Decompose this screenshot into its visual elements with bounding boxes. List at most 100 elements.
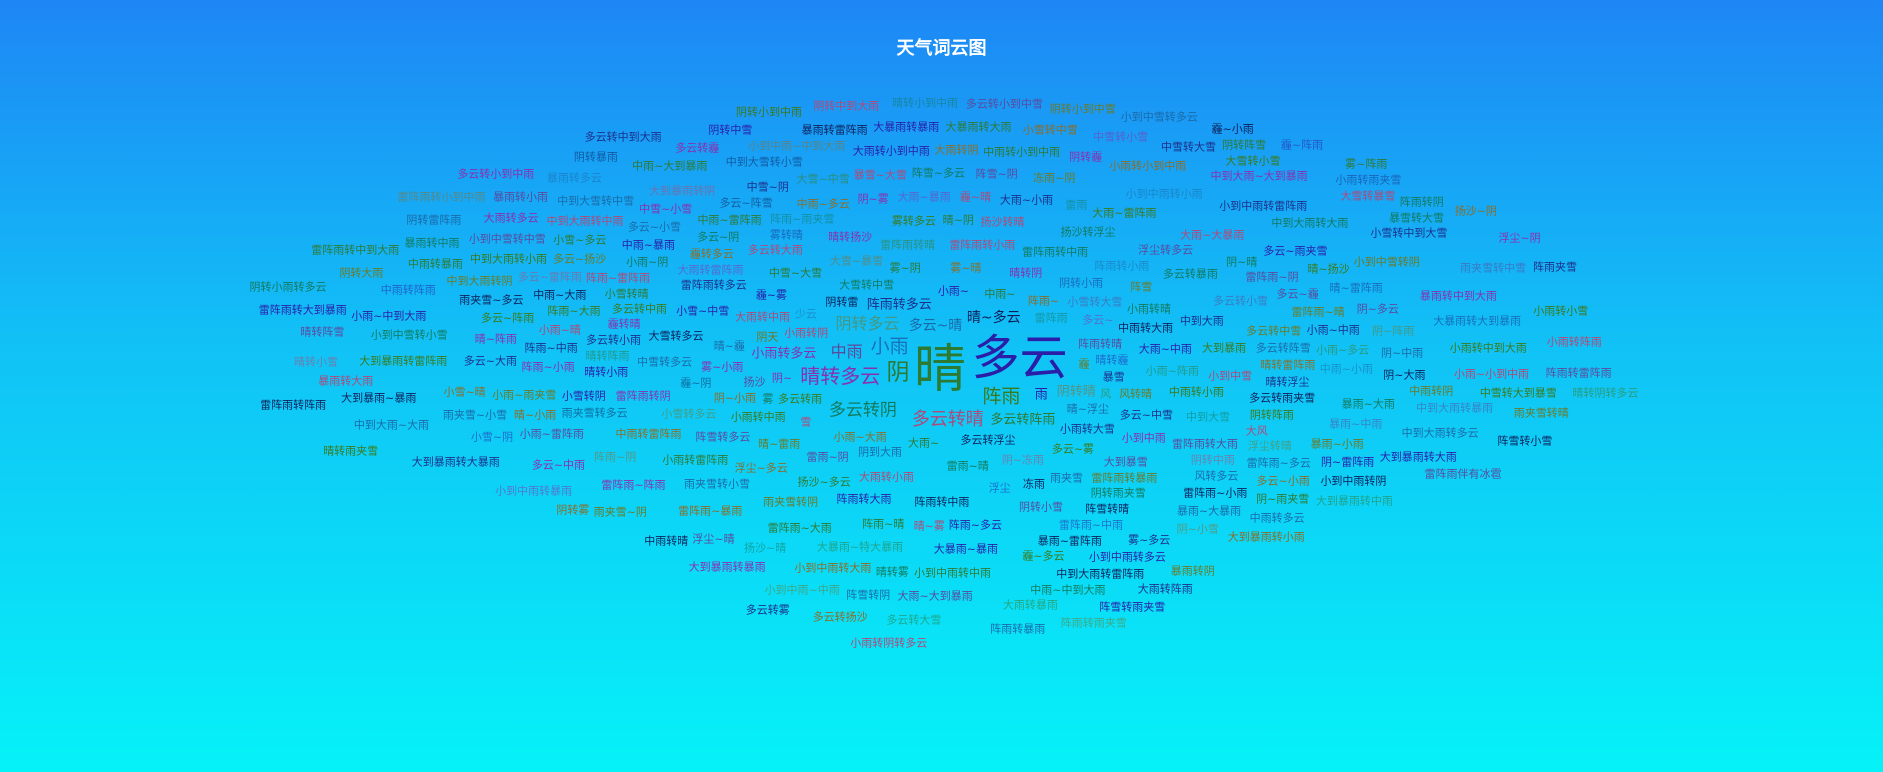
word-cloud-term: 阵雨转阴 — [1399, 195, 1444, 209]
word-cloud-term: 晴转小到中雨 — [892, 96, 959, 110]
word-cloud-term: 多云转小到中雪 — [965, 97, 1043, 111]
word-cloud-term: 小到中雨~中到大雨 — [748, 139, 846, 153]
word-cloud-term: 小到中雨转阴 — [1320, 474, 1387, 488]
word-cloud-term: 阴转小雪 — [1018, 500, 1063, 514]
word-cloud-term: 中雪~小雪 — [639, 202, 693, 216]
word-cloud-term: 大雨~雷阵雨 — [1092, 206, 1157, 220]
word-cloud-term: 小雨~晴 — [538, 323, 581, 337]
word-cloud-term: 大到暴雨转大雨 — [1379, 450, 1457, 464]
word-cloud-term: 扬沙~晴 — [744, 541, 787, 555]
word-cloud-term: 雷阵雨~多云 — [1246, 456, 1311, 470]
word-cloud-term: 阴转小雨 — [1059, 276, 1104, 290]
word-cloud-term: 浮尘转多云 — [1138, 243, 1194, 257]
word-cloud-term: 多云~中雪 — [1119, 408, 1174, 422]
word-cloud-term: 雷阵雨 — [1034, 311, 1068, 325]
word-cloud-term: 雷阵雨~中雨 — [1058, 518, 1124, 532]
word-cloud-term: 晴~霾 — [713, 339, 745, 353]
word-cloud-term: 雨夹雪转晴 — [1513, 406, 1569, 420]
word-cloud-term: 大风 — [1245, 424, 1268, 438]
word-cloud-term: 阵雨~ — [1027, 294, 1060, 308]
word-cloud-term: 雾 — [762, 392, 774, 406]
word-cloud-term: 中雨转小雨 — [1168, 385, 1224, 399]
word-cloud-term: 霾转多云 — [689, 247, 734, 261]
word-cloud-term: 雷阵雨~阴 — [1245, 270, 1299, 284]
word-cloud-term: 小到中雨转多云 — [1088, 550, 1166, 564]
word-cloud-term: 阵雨转雷阵雨 — [1545, 366, 1612, 380]
word-cloud-term: 阵雨~阴 — [593, 450, 637, 464]
word-cloud-term: 雨夹雪~多云 — [459, 293, 524, 307]
word-cloud-term: 多云~小雪 — [627, 220, 682, 234]
word-cloud-term: 多云转中雪 — [1246, 324, 1302, 338]
word-cloud-term: 暴雪转大雪 — [1389, 211, 1445, 225]
word-cloud-term: 大到暴雨转阴 — [649, 184, 716, 198]
word-cloud-term: 大雨~暴雨 — [897, 190, 951, 204]
word-cloud-term: 多云~雨夹雪 — [1263, 244, 1328, 258]
word-cloud-term: 小雨转小到中雨 — [1109, 159, 1187, 173]
word-cloud-term: 阵雨转大雨 — [836, 492, 892, 506]
word-cloud-term: 阵雨~多云 — [948, 518, 1002, 532]
word-cloud-term: 雨 — [1034, 387, 1048, 403]
word-cloud-term: 小雪转阴 — [561, 389, 606, 403]
word-cloud-term: 中到大雪转中雪 — [557, 194, 635, 208]
word-cloud-term: 雾转多云 — [891, 214, 936, 228]
word-cloud-term: 阴~小雨 — [713, 391, 757, 405]
word-cloud-term: 小雪转多云 — [661, 407, 717, 421]
word-cloud-term: 多云转小雨 — [585, 333, 641, 347]
word-cloud-term: 晴~雷阵雨 — [1329, 281, 1383, 295]
word-cloud-term: 小到中雪转阴 — [1353, 255, 1420, 269]
word-cloud-term: 中雨转小到中雨 — [983, 145, 1061, 159]
word-cloud-term: 小雨转阴转多云 — [850, 636, 928, 650]
word-cloud-term: 暴雨转中雨 — [404, 236, 460, 250]
word-cloud-term: 暴雨转中到大雨 — [1419, 289, 1497, 303]
word-cloud-term: 小到中雪转中雪 — [468, 232, 546, 246]
word-cloud-term: 小雪~阴 — [470, 430, 514, 444]
word-cloud-term: 晴转雨夹雪 — [323, 444, 379, 458]
word-cloud-term: 多云转大雨 — [747, 243, 803, 257]
word-cloud-term: 多云转霾 — [675, 141, 720, 155]
word-cloud-term: 暴雪~大雪 — [853, 168, 907, 182]
word-cloud-term: 雷阵雨转阴 — [615, 389, 671, 403]
word-cloud-term: 浮尘转晴 — [1247, 439, 1292, 453]
word-cloud-term: 雷阵雨转中到大雨 — [311, 243, 400, 257]
word-cloud-term: 小到中雨转中雨 — [913, 566, 991, 580]
word-cloud-term: 多云~中雨 — [531, 458, 586, 472]
word-cloud-term: 中雨转雷阵雨 — [615, 427, 682, 441]
word-cloud-term: 霾~晴 — [959, 190, 992, 204]
word-cloud-term: 阵雨转小雨 — [1094, 259, 1150, 273]
word-cloud-term: 大雪转中雪 — [839, 278, 895, 292]
word-cloud-term: 小雨转雨夹雪 — [1335, 173, 1402, 187]
word-cloud-term: 小雨~大雨 — [833, 430, 887, 444]
word-cloud-term: 晴转阵雪 — [300, 325, 345, 339]
word-cloud-term: 大雨~中雨 — [1138, 342, 1192, 356]
word-cloud-term: 阵雨夹雪 — [1533, 260, 1577, 274]
word-cloud-term: 多云~大雨 — [463, 354, 517, 368]
word-cloud-term: 雾~阵雨 — [1345, 157, 1388, 171]
word-cloud-term: 雾~多云 — [1128, 533, 1171, 547]
word-cloud-term: 霾 — [1078, 357, 1090, 371]
word-cloud-term: 冻雨 — [1022, 477, 1045, 491]
word-cloud-term: 小雨转小雪 — [1533, 304, 1589, 318]
word-cloud-term: 阴转小雨转多云 — [249, 280, 327, 294]
word-cloud-term: 小到中雪 — [1208, 369, 1253, 383]
word-cloud-term: 霾~多云 — [1022, 549, 1065, 563]
word-cloud-term: 雨夹雪转中雪 — [1460, 261, 1527, 275]
word-cloud-term: 雷阵雨~暴雨 — [678, 504, 743, 518]
word-cloud-term: 晴~雾 — [913, 519, 945, 533]
word-cloud-term: 雨夹雪 — [1050, 471, 1084, 485]
word-cloud-term: 大雪转小雪 — [1225, 154, 1281, 167]
word-cloud-term: 小雪~晴 — [443, 385, 486, 399]
word-cloud-term: 中雨转阵雨 — [380, 283, 436, 296]
word-cloud-term: 阴转阵雪 — [1222, 138, 1267, 152]
word-cloud-term: 中到大雨转小雨 — [470, 252, 548, 266]
word-cloud-term: 阴到大雨 — [858, 445, 903, 459]
word-cloud-term: 晴~小雨 — [513, 408, 557, 422]
word-cloud-term: 小到中雨转雷阵雨 — [1219, 199, 1308, 213]
word-cloud-term: 阵雪转雨夹雪 — [1099, 600, 1166, 614]
word-cloud-term: 大雪转多云 — [648, 329, 704, 343]
word-cloud-term: 小雪~中雪 — [676, 304, 730, 318]
word-cloud-term: 风转多云 — [1194, 469, 1239, 483]
word-cloud-term: 雷雨 — [1065, 198, 1088, 212]
word-cloud-term: 晴~扬沙 — [1307, 262, 1350, 276]
word-cloud-term: 雷阵雨转大雨 — [1171, 437, 1238, 451]
